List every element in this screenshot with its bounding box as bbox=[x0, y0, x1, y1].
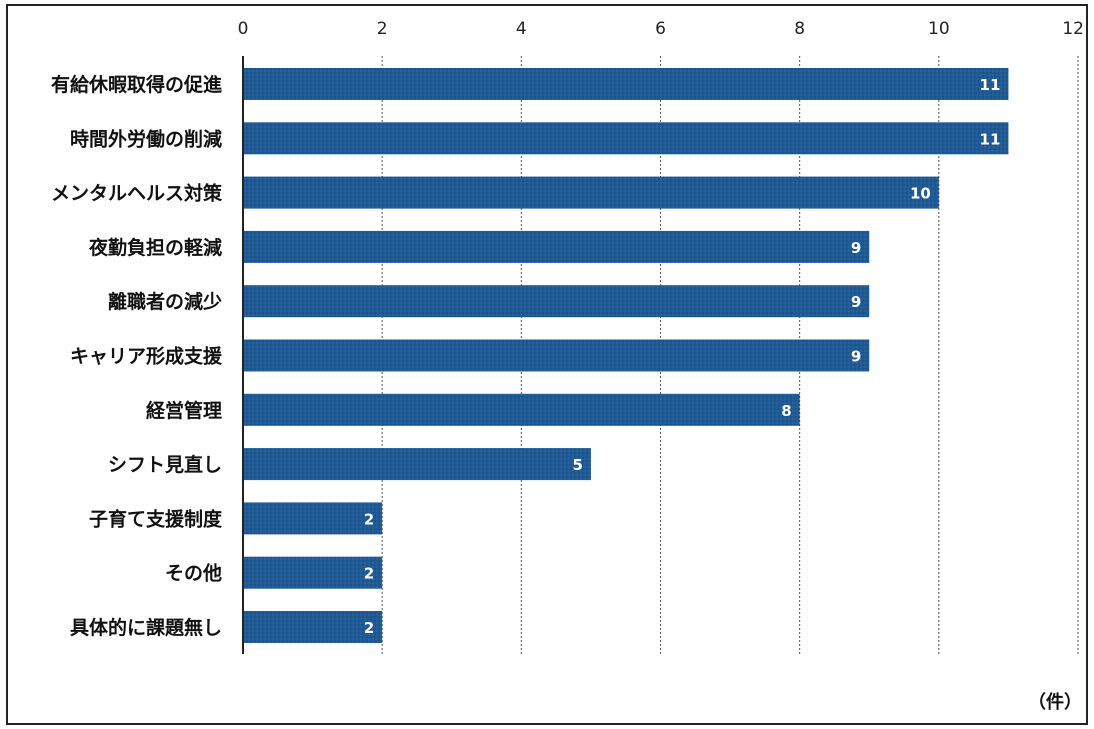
data-label-2: 11 bbox=[980, 130, 1001, 148]
x-tick-label-4: 4 bbox=[516, 19, 527, 39]
category-label-1: 有給休暇取得の促進 bbox=[51, 73, 222, 96]
category-label-9: 子育て支援制度 bbox=[89, 507, 223, 530]
data-label-3: 10 bbox=[910, 185, 931, 203]
category-label-6: キャリア形成支援 bbox=[70, 345, 223, 368]
data-label-5: 9 bbox=[851, 293, 861, 311]
data-label-1: 11 bbox=[980, 76, 1001, 94]
bar-2 bbox=[244, 122, 1009, 155]
bar-11 bbox=[244, 611, 383, 643]
data-label-4: 9 bbox=[851, 239, 861, 257]
data-label-11: 2 bbox=[364, 619, 374, 637]
x-tick-label-2: 2 bbox=[377, 19, 388, 39]
x-tick-label-12: 12 bbox=[1062, 19, 1084, 39]
data-label-6: 9 bbox=[851, 348, 861, 366]
category-label-4: 夜勤負担の軽減 bbox=[88, 236, 222, 259]
category-label-2: 時間外労働の削減 bbox=[70, 127, 222, 150]
bar-5 bbox=[244, 285, 870, 318]
bar-chart: 0 2 4 6 8 10 12 有給休暇取得の促進 11 時間外労働の削減 11 メンタルヘルス対策… bbox=[51, 19, 1084, 713]
unit-label: （件） bbox=[1028, 691, 1082, 713]
x-tick-label-0: 0 bbox=[238, 19, 249, 39]
category-label-10: その他 bbox=[165, 562, 222, 585]
data-label-10: 2 bbox=[364, 565, 374, 583]
bar-9 bbox=[244, 502, 383, 535]
x-tick-label-6: 6 bbox=[655, 19, 666, 39]
x-tick-label-8: 8 bbox=[794, 19, 805, 39]
category-label-11: 具体的に課題無し bbox=[70, 616, 222, 639]
data-label-7: 8 bbox=[781, 402, 791, 420]
chart-frame: 0 2 4 6 8 10 12 有給休暇取得の促進 11 時間外労働の削減 11 メンタルヘルス対策… bbox=[6, 4, 1088, 725]
category-label-5: 離職者の減少 bbox=[108, 290, 222, 313]
bar-4 bbox=[244, 230, 870, 263]
category-label-3: メンタルヘルス対策 bbox=[51, 182, 223, 205]
bar-10 bbox=[244, 556, 383, 589]
data-label-9: 2 bbox=[364, 510, 374, 528]
data-label-8: 5 bbox=[572, 456, 582, 474]
bar-6 bbox=[244, 339, 870, 372]
x-tick-label-10: 10 bbox=[928, 19, 950, 39]
bar-7 bbox=[244, 393, 800, 426]
bar-8 bbox=[244, 448, 591, 481]
bar-1 bbox=[244, 68, 1009, 100]
bar-3 bbox=[244, 176, 939, 209]
category-label-8: シフト見直し bbox=[108, 453, 222, 476]
category-label-7: 経営管理 bbox=[146, 399, 222, 422]
